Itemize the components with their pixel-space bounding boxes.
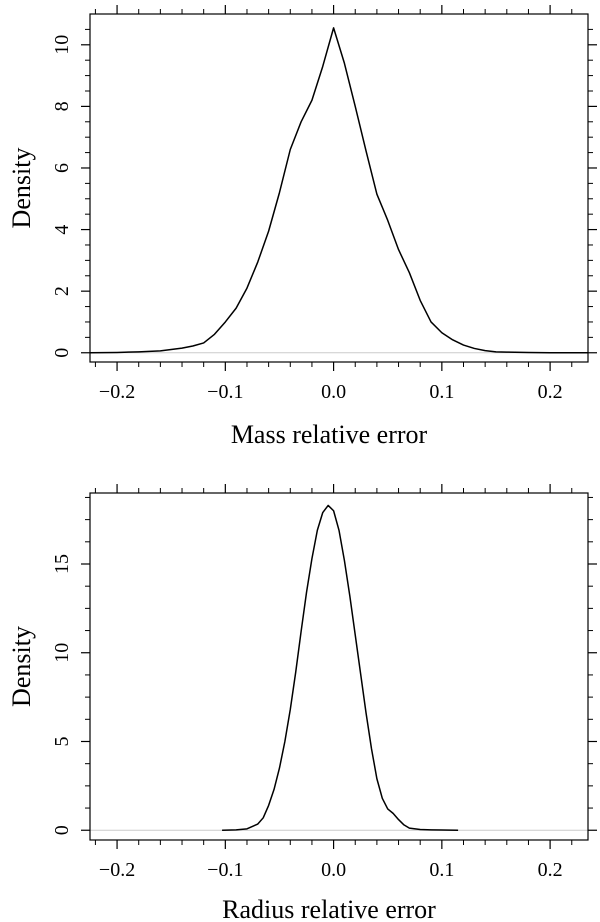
y-tick-label: 15 <box>51 554 73 574</box>
x-tick-label: 0.0 <box>321 381 346 403</box>
density-curve <box>222 504 459 831</box>
y-axis-title: Density <box>7 148 36 229</box>
y-tick-label: 6 <box>51 163 73 173</box>
radius-density-panel: −0.2 −0.1 0.0 0.1 0.2 0 5 10 15 Radius relative e… <box>7 484 597 922</box>
x-tick-label: −0.2 <box>99 381 135 403</box>
y-tick-label: 5 <box>51 736 73 746</box>
y-tick-label: 8 <box>51 101 73 111</box>
x-axis-title: Mass relative error <box>231 420 428 449</box>
x-tick-label: 0.1 <box>429 859 454 881</box>
y-axis-title: Density <box>7 626 36 707</box>
y-tick-label: 2 <box>51 286 73 296</box>
y-tick-label: 10 <box>51 643 73 663</box>
mass-density-panel: −0.2 −0.1 0.0 0.1 0.2 0 2 4 6 8 10 Mass relative er… <box>7 5 597 449</box>
x-tick-label: 0.2 <box>538 381 563 403</box>
plot-frame <box>89 13 589 363</box>
y-tick-label: 4 <box>51 225 73 235</box>
x-tick-label: −0.2 <box>99 859 135 881</box>
density-curve <box>89 27 588 354</box>
x-tick-label: −0.1 <box>207 859 243 881</box>
x-tick-label: −0.1 <box>207 381 243 403</box>
y-tick-label: 10 <box>51 35 73 55</box>
y-tick-label: 0 <box>51 825 73 835</box>
x-tick-label: 0.0 <box>321 859 346 881</box>
x-axis-title: Radius relative error <box>222 895 436 922</box>
x-tick-label: 0.2 <box>538 859 563 881</box>
plot-frame <box>89 492 589 841</box>
y-tick-label: 0 <box>51 348 73 358</box>
x-tick-label: 0.1 <box>429 381 454 403</box>
